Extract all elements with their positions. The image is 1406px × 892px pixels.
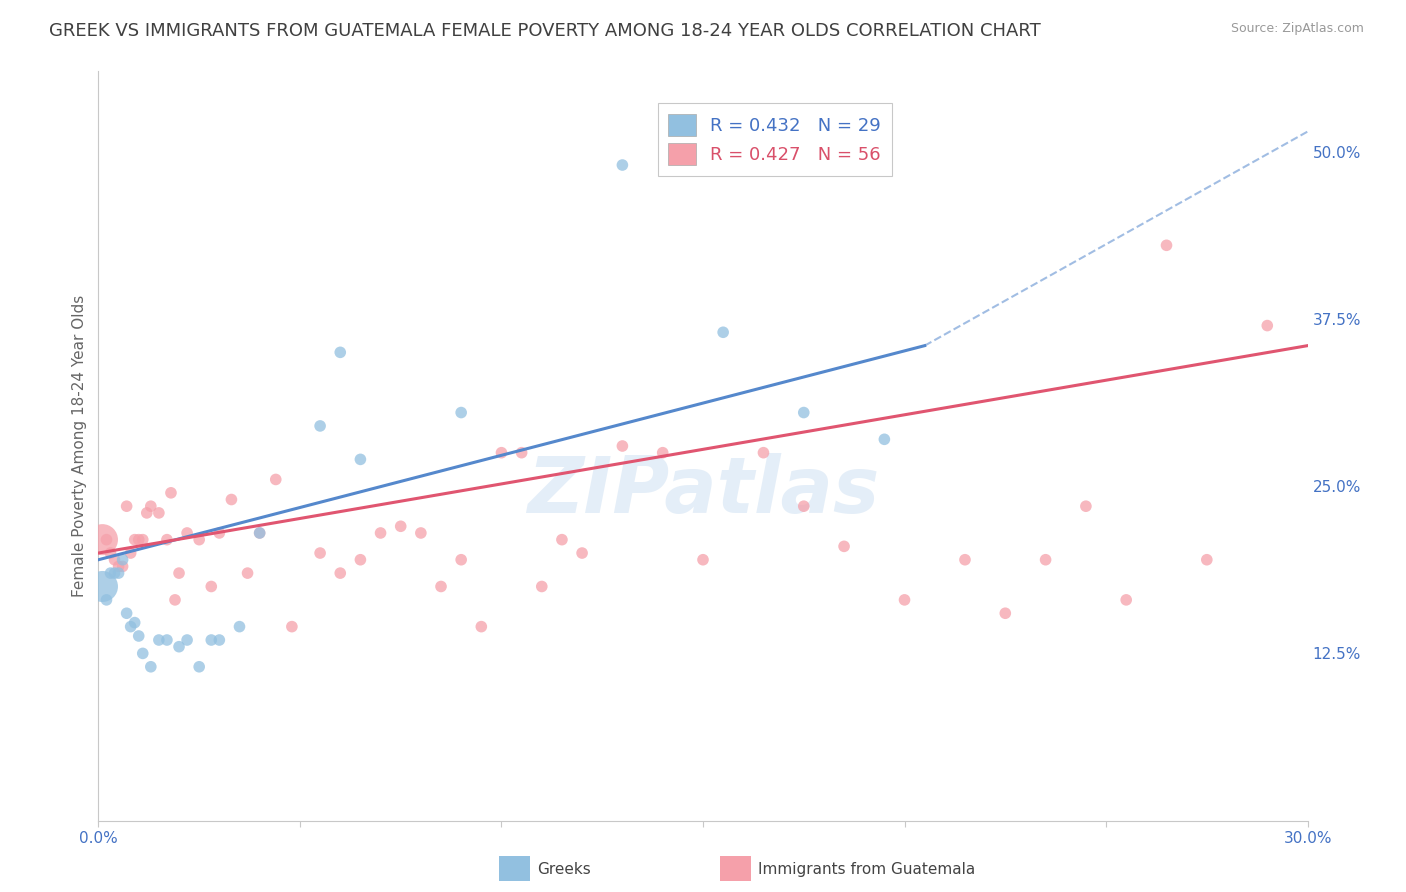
Point <box>132 646 155 660</box>
Point <box>349 553 371 567</box>
Point <box>167 640 190 654</box>
Point <box>96 593 118 607</box>
Point <box>249 526 271 541</box>
Point <box>120 620 142 634</box>
Point <box>571 546 593 560</box>
Point <box>139 660 162 674</box>
Text: ZIPatlas: ZIPatlas <box>527 453 879 529</box>
Point <box>329 566 352 581</box>
Y-axis label: Female Poverty Among 18-24 Year Olds: Female Poverty Among 18-24 Year Olds <box>72 295 87 597</box>
Point <box>1256 318 1278 333</box>
Point <box>124 615 146 630</box>
Point <box>470 620 492 634</box>
Point <box>793 406 815 420</box>
Point <box>100 546 122 560</box>
Point <box>120 546 142 560</box>
Point <box>309 419 332 434</box>
Point <box>228 620 250 634</box>
Point <box>893 593 915 607</box>
Legend: R = 0.432   N = 29, R = 0.427   N = 56: R = 0.432 N = 29, R = 0.427 N = 56 <box>658 103 891 176</box>
Point <box>651 446 673 460</box>
Point <box>176 633 198 648</box>
Point <box>139 500 162 514</box>
Point <box>873 433 896 447</box>
Point <box>1035 553 1057 567</box>
Point <box>530 580 553 594</box>
Text: Greeks: Greeks <box>537 863 591 877</box>
Point <box>135 506 157 520</box>
Point <box>389 519 412 533</box>
Point <box>329 345 352 359</box>
Point <box>96 533 118 547</box>
Point <box>91 580 114 594</box>
Point <box>107 566 129 581</box>
Point <box>450 553 472 567</box>
Point <box>132 533 155 547</box>
Point <box>430 580 453 594</box>
Point <box>1156 238 1178 252</box>
Point <box>188 660 211 674</box>
Point <box>953 553 976 567</box>
Point <box>163 593 186 607</box>
Point <box>510 446 533 460</box>
Point <box>148 633 170 648</box>
Point <box>208 526 231 541</box>
Point <box>156 533 179 547</box>
Point <box>221 492 243 507</box>
Point <box>115 500 138 514</box>
Point <box>100 566 122 581</box>
Point <box>188 533 211 547</box>
Point <box>249 526 271 541</box>
Point <box>612 439 634 453</box>
Point <box>551 533 574 547</box>
Point <box>370 526 392 541</box>
Point <box>711 326 734 340</box>
Point <box>832 539 855 553</box>
Point <box>349 452 371 467</box>
Point <box>1195 553 1218 567</box>
Point <box>124 533 146 547</box>
Point <box>692 553 714 567</box>
Point <box>450 406 472 420</box>
Point <box>752 446 775 460</box>
Point <box>128 533 150 547</box>
Point <box>491 446 513 460</box>
Point <box>128 629 150 643</box>
Point <box>264 473 287 487</box>
Point <box>994 607 1017 621</box>
Point <box>167 566 190 581</box>
Point <box>236 566 259 581</box>
Point <box>111 559 134 574</box>
Point <box>115 607 138 621</box>
Point <box>200 633 222 648</box>
Point <box>1074 500 1097 514</box>
Point <box>111 553 134 567</box>
Point <box>200 580 222 594</box>
Point <box>281 620 304 634</box>
Text: Immigrants from Guatemala: Immigrants from Guatemala <box>758 863 976 877</box>
Point <box>612 158 634 172</box>
Point <box>1115 593 1137 607</box>
Point <box>208 633 231 648</box>
Point <box>793 500 815 514</box>
Point <box>107 559 129 574</box>
Point <box>91 533 114 547</box>
Point <box>103 553 125 567</box>
Point <box>148 506 170 520</box>
Point <box>160 486 183 500</box>
Point <box>176 526 198 541</box>
Text: Source: ZipAtlas.com: Source: ZipAtlas.com <box>1230 22 1364 36</box>
Text: GREEK VS IMMIGRANTS FROM GUATEMALA FEMALE POVERTY AMONG 18-24 YEAR OLDS CORRELAT: GREEK VS IMMIGRANTS FROM GUATEMALA FEMAL… <box>49 22 1040 40</box>
Point <box>103 566 125 581</box>
Point <box>309 546 332 560</box>
Point <box>156 633 179 648</box>
Point <box>409 526 432 541</box>
